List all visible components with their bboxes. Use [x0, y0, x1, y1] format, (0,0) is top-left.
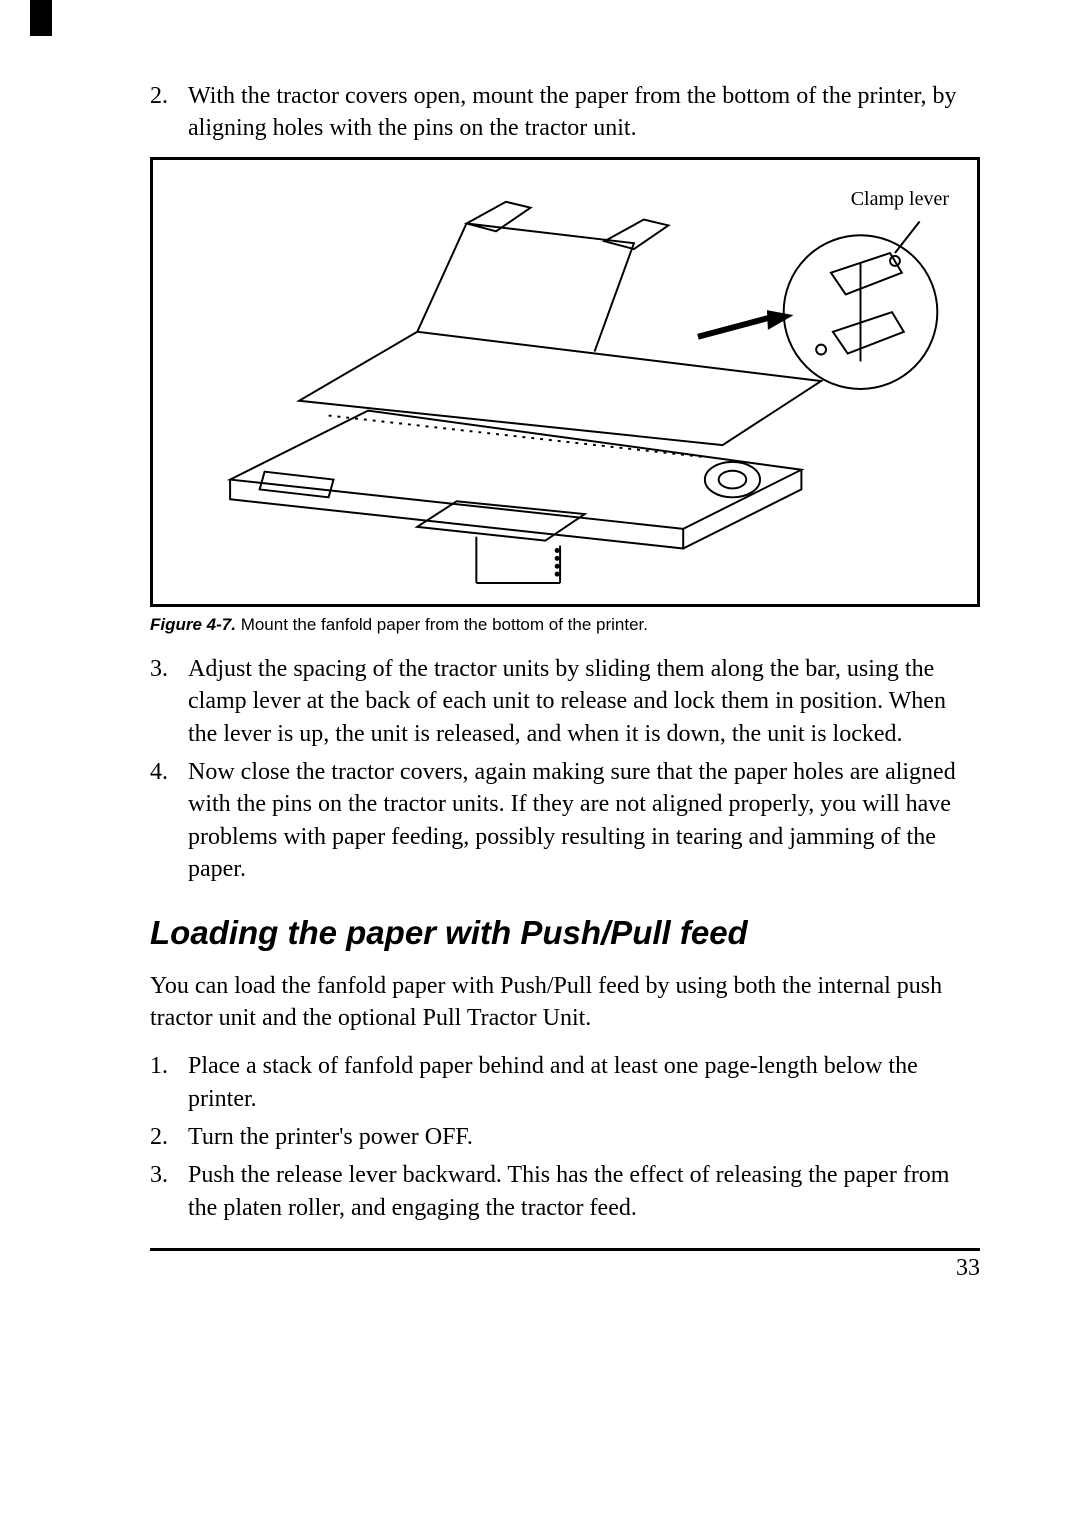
step-text: Turn the printer's power OFF. — [188, 1121, 473, 1153]
step-number: 2. — [150, 80, 188, 145]
figure-4-7-frame: Clamp lever — [150, 157, 980, 607]
step-3: 3. Adjust the spacing of the tractor uni… — [150, 653, 980, 750]
figure-callout-clamp-lever: Clamp lever — [851, 188, 949, 211]
figure-label: Figure 4-7. — [150, 615, 236, 634]
pp-step-3: 3. Push the release lever backward. This… — [150, 1159, 980, 1224]
step-number: 2. — [150, 1121, 188, 1153]
figure-caption-text: Mount the fanfold paper from the bottom … — [236, 615, 648, 634]
step-2: 2. With the tractor covers open, mount t… — [150, 80, 980, 145]
pp-step-1: 1. Place a stack of fanfold paper behind… — [150, 1050, 980, 1115]
step-4: 4. Now close the tractor covers, again m… — [150, 756, 980, 886]
step-number: 3. — [150, 1159, 188, 1224]
step-text: Adjust the spacing of the tractor units … — [188, 653, 980, 750]
pp-step-2: 2. Turn the printer's power OFF. — [150, 1121, 980, 1153]
step-text: With the tractor covers open, mount the … — [188, 80, 980, 145]
section-heading: Loading the paper with Push/Pull feed — [150, 914, 980, 952]
figure-caption: Figure 4-7. Mount the fanfold paper from… — [150, 615, 980, 635]
step-text: Place a stack of fanfold paper behind an… — [188, 1050, 980, 1115]
step-text: Now close the tractor covers, again maki… — [188, 756, 980, 886]
step-number: 4. — [150, 756, 188, 886]
intro-paragraph: You can load the fanfold paper with Push… — [150, 970, 980, 1035]
page: 2. With the tractor covers open, mount t… — [0, 0, 1080, 1514]
step-number: 1. — [150, 1050, 188, 1115]
crop-mark — [30, 0, 52, 36]
page-number: 33 — [150, 1255, 980, 1282]
printer-illustration — [171, 182, 959, 590]
page-rule — [150, 1248, 980, 1251]
step-text: Push the release lever backward. This ha… — [188, 1159, 980, 1224]
step-number: 3. — [150, 653, 188, 750]
